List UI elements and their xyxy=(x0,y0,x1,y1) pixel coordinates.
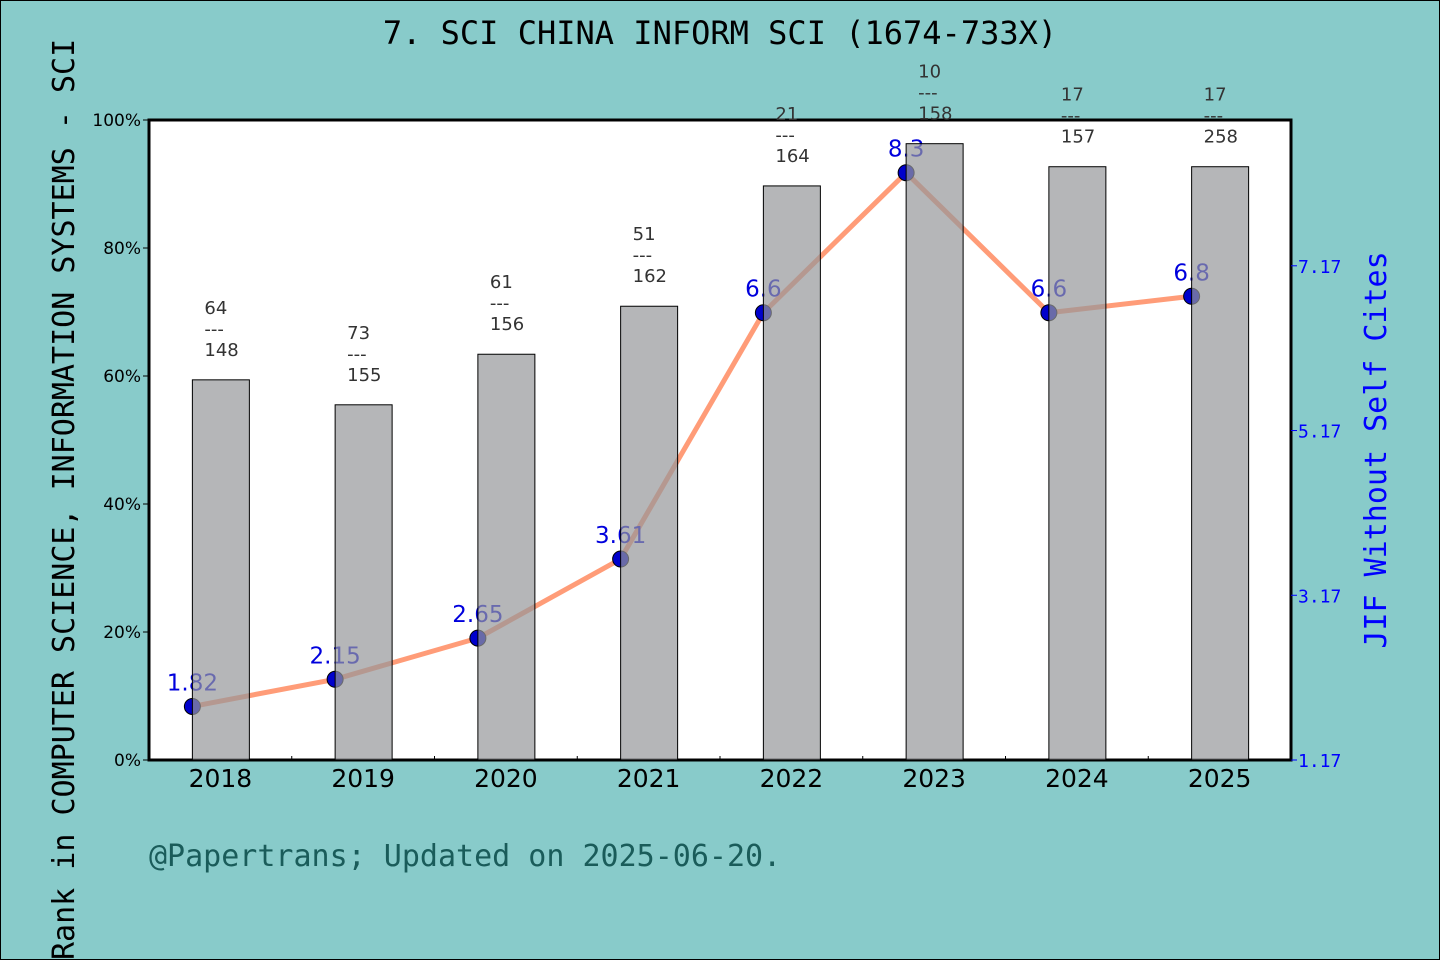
rank-separator: --- xyxy=(1204,106,1224,127)
rank-label: 64---148 xyxy=(204,298,238,361)
rank-bar xyxy=(334,404,393,761)
rank-separator: --- xyxy=(775,125,795,146)
rank-total: 148 xyxy=(204,340,238,361)
rank-label: 51---162 xyxy=(633,224,667,287)
rank-label: 21---164 xyxy=(775,104,809,167)
rank-number: 10 xyxy=(918,62,941,83)
rank-number: 51 xyxy=(633,224,656,245)
x-tick-label: 2020 xyxy=(474,764,538,793)
rank-bar xyxy=(477,353,536,761)
rank-separator: --- xyxy=(1061,106,1081,127)
x-tick-label: 2024 xyxy=(1045,764,1109,793)
y-tick-label: 20% xyxy=(103,623,141,643)
rank-separator: --- xyxy=(204,319,224,340)
rank-label: 17---258 xyxy=(1204,85,1238,148)
rank-total: 162 xyxy=(633,266,667,287)
x-tick-label: 2018 xyxy=(189,764,253,793)
rank-bar xyxy=(1191,166,1250,761)
y-axis-label: Rank in COMPUTER SCIENCE, INFORMATION SY… xyxy=(47,39,82,960)
rank-label: 10---158 xyxy=(918,62,952,125)
x-tick-label: 2023 xyxy=(902,764,966,793)
x-tick-label: 2019 xyxy=(331,764,395,793)
rank-separator: --- xyxy=(633,245,653,266)
x-tick-label: 2022 xyxy=(760,764,824,793)
rank-label: 61---156 xyxy=(490,272,524,335)
rank-number: 17 xyxy=(1061,85,1084,106)
rank-total: 258 xyxy=(1204,127,1238,148)
chart-title: 7. SCI CHINA INFORM SCI (1674-733X) xyxy=(383,14,1057,52)
y-tick-label: 80% xyxy=(103,239,141,259)
y-tick-label: 0% xyxy=(114,751,141,771)
y2-axis-label: JIF Without Self Cites xyxy=(1359,251,1394,648)
rank-label: 17---157 xyxy=(1061,85,1095,148)
y-tick-label: 40% xyxy=(103,495,141,515)
rank-bar xyxy=(620,305,679,761)
y2-tick-label: 7.17 xyxy=(1298,257,1341,278)
footer-note: @Papertrans; Updated on 2025-06-20. xyxy=(149,839,781,874)
rank-number: 61 xyxy=(490,272,513,293)
rank-bar xyxy=(191,379,250,761)
rank-separator: --- xyxy=(490,293,510,314)
y-tick-label: 100% xyxy=(92,111,141,131)
x-tick-label: 2021 xyxy=(617,764,681,793)
rank-number: 17 xyxy=(1204,85,1227,106)
rank-number: 73 xyxy=(347,323,370,344)
y2-tick-label: 1.17 xyxy=(1298,751,1341,772)
rank-total: 157 xyxy=(1061,127,1095,148)
rank-total: 155 xyxy=(347,365,381,386)
y2-tick-label: 3.17 xyxy=(1298,586,1341,607)
rank-bar xyxy=(1048,166,1107,761)
rank-separator: --- xyxy=(347,344,367,365)
rank-total: 164 xyxy=(775,146,809,167)
rank-total: 156 xyxy=(490,314,524,335)
rank-total: 158 xyxy=(918,104,952,125)
rank-number: 21 xyxy=(775,104,798,125)
rank-label: 73---155 xyxy=(347,323,381,386)
x-tick-label: 2025 xyxy=(1188,764,1252,793)
y-tick-label: 60% xyxy=(103,367,141,387)
rank-number: 64 xyxy=(204,298,227,319)
rank-bar xyxy=(905,143,964,761)
y2-tick-label: 5.17 xyxy=(1298,422,1341,443)
rank-bar xyxy=(762,185,821,761)
rank-separator: --- xyxy=(918,83,938,104)
